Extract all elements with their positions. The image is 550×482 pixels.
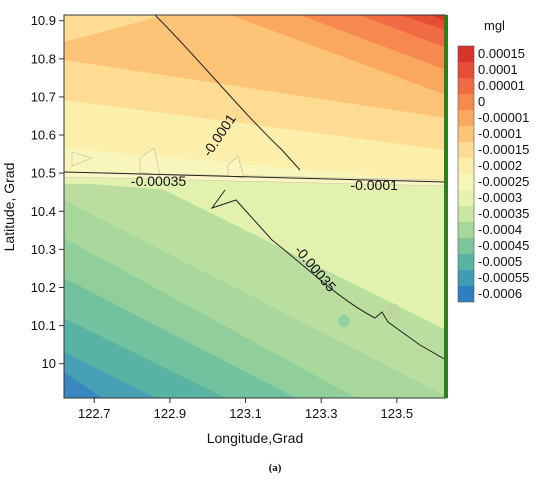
y-axis-title: Latitude, Grad <box>1 163 17 252</box>
y-axis: 10 10.1 10.2 10.3 10.4 10.5 10.6 10.7 10.8 10.9 <box>31 13 64 371</box>
legend-swatch <box>458 158 474 174</box>
contour-label-group: -0.00035 <box>131 173 186 189</box>
contour-label: -0.0001 <box>350 177 398 193</box>
legend-swatch <box>458 78 474 94</box>
legend-label: 0.00015 <box>478 46 525 61</box>
legend-swatch <box>458 94 474 110</box>
legend-swatch <box>458 270 474 286</box>
legend-label: 0.00001 <box>478 78 525 93</box>
legend-swatch <box>458 174 474 190</box>
y-tick-label: 10 <box>42 356 56 371</box>
legend-swatch <box>458 286 474 302</box>
legend-label: -0.0003 <box>478 190 522 205</box>
legend-label: -0.00001 <box>478 110 529 125</box>
y-tick-label: 10.5 <box>31 166 56 181</box>
legend-label: -0.00015 <box>478 142 529 157</box>
legend-swatch <box>458 238 474 254</box>
y-tick-label: 10.8 <box>31 51 56 66</box>
legend-label: 0.0001 <box>478 62 518 77</box>
x-tick-label: 123.1 <box>229 406 262 421</box>
legend-label: 0 <box>478 94 485 109</box>
y-tick-label: 10.7 <box>31 89 56 104</box>
legend-swatch <box>458 190 474 206</box>
legend-swatch <box>458 110 474 126</box>
discontinuity-band <box>64 147 446 187</box>
legend-label: -0.00045 <box>478 238 529 253</box>
legend-label: -0.0002 <box>478 158 522 173</box>
x-tick-label: 123.3 <box>305 406 338 421</box>
plot-area: -0.0001-0.00035 -0.0001-0.00035 <box>64 15 446 398</box>
legend: mgl 0.000150.00010.000010-0.00001-0.0001… <box>457 18 529 303</box>
legend-label: -0.0006 <box>478 286 522 301</box>
y-tick-label: 10.1 <box>31 318 56 333</box>
legend-swatch <box>458 206 474 222</box>
x-tick-label: 122.7 <box>78 406 111 421</box>
legend-swatch <box>458 46 474 62</box>
x-tick-label: 122.9 <box>154 406 187 421</box>
legend-label: -0.0005 <box>478 254 522 269</box>
contour-bands-north <box>64 15 446 182</box>
contour-label-group: -0.0001 <box>350 177 398 193</box>
legend-label: -0.0004 <box>478 222 522 237</box>
y-tick-label: 10.6 <box>31 128 56 143</box>
legend-title: mgl <box>484 18 505 33</box>
legend-label: -0.0001 <box>478 126 522 141</box>
legend-label: -0.00025 <box>478 174 529 189</box>
x-tick-label: 123.5 <box>381 406 414 421</box>
x-axis-title: Longitude,Grad <box>207 430 304 446</box>
legend-label: -0.00055 <box>478 270 529 285</box>
contour-bands-south <box>64 140 446 398</box>
legend-frame <box>457 45 475 303</box>
y-tick-label: 10.4 <box>31 204 56 219</box>
y-tick-label: 10.2 <box>31 280 56 295</box>
x-axis: 122.7 122.9 123.1 123.3 123.5 <box>78 398 413 421</box>
contour-chart: -0.0001-0.00035 -0.0001-0.00035 122.7 122.… <box>1 13 529 446</box>
legend-label: -0.00035 <box>478 206 529 221</box>
legend-swatch <box>458 222 474 238</box>
legend-swatch <box>458 254 474 270</box>
contour-ring <box>386 303 400 319</box>
y-tick-label: 10.3 <box>31 242 56 257</box>
legend-swatch <box>458 62 474 78</box>
contour-spot <box>338 315 350 327</box>
right-edge-strip <box>444 15 448 398</box>
legend-swatch <box>458 126 474 142</box>
legend-swatch <box>458 142 474 158</box>
contour-label: -0.00035 <box>131 173 186 189</box>
y-tick-label: 10.9 <box>31 13 56 28</box>
figure-caption: (a) <box>268 462 282 474</box>
contour-lines <box>64 15 446 361</box>
